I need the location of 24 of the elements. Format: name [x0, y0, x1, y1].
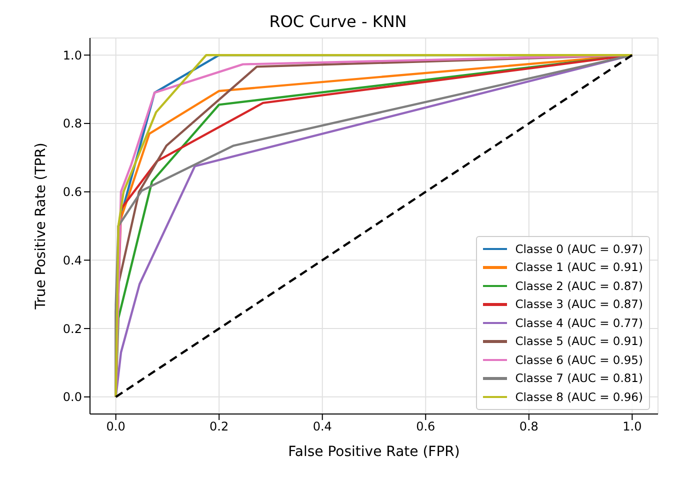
y-tick-label: 0.2 [62, 322, 82, 336]
legend-label: Classe 6 (AUC = 0.95) [515, 352, 643, 368]
legend-label: Classe 1 (AUC = 0.91) [515, 259, 643, 276]
x-tick-label: 0.6 [416, 420, 436, 434]
x-tick-label: 0.2 [210, 420, 229, 434]
y-axis-title: True Positive Rate (TPR) [32, 142, 49, 310]
x-axis-title: False Positive Rate (FPR) [288, 444, 460, 460]
legend-label: Classe 8 (AUC = 0.96) [515, 388, 643, 406]
y-tick-label: 0.6 [62, 185, 82, 200]
legend-label: Classe 4 (AUC = 0.77) [515, 314, 643, 332]
x-tick-label: 1.0 [622, 420, 642, 434]
y-tick-label: 0.4 [62, 253, 82, 268]
legend-label: Classe 7 (AUC = 0.81) [515, 370, 643, 387]
x-tick-label: 0.0 [106, 420, 126, 434]
legend-label: Classe 3 (AUC = 0.87) [515, 296, 643, 313]
legend-label: Classe 5 (AUC = 0.91) [515, 333, 643, 350]
legend-label: Classe 2 (AUC = 0.87) [515, 278, 643, 294]
y-tick-label: 1.0 [62, 48, 82, 62]
chart-title: ROC Curve - KNN [268, 12, 408, 31]
y-tick-label: 0.8 [62, 116, 82, 131]
x-tick-label: 0.4 [312, 420, 332, 434]
legend-label: Classe 0 (AUC = 0.97) [515, 240, 643, 258]
y-tick-label: 0.0 [62, 390, 82, 404]
x-tick-label: 0.8 [519, 420, 538, 434]
